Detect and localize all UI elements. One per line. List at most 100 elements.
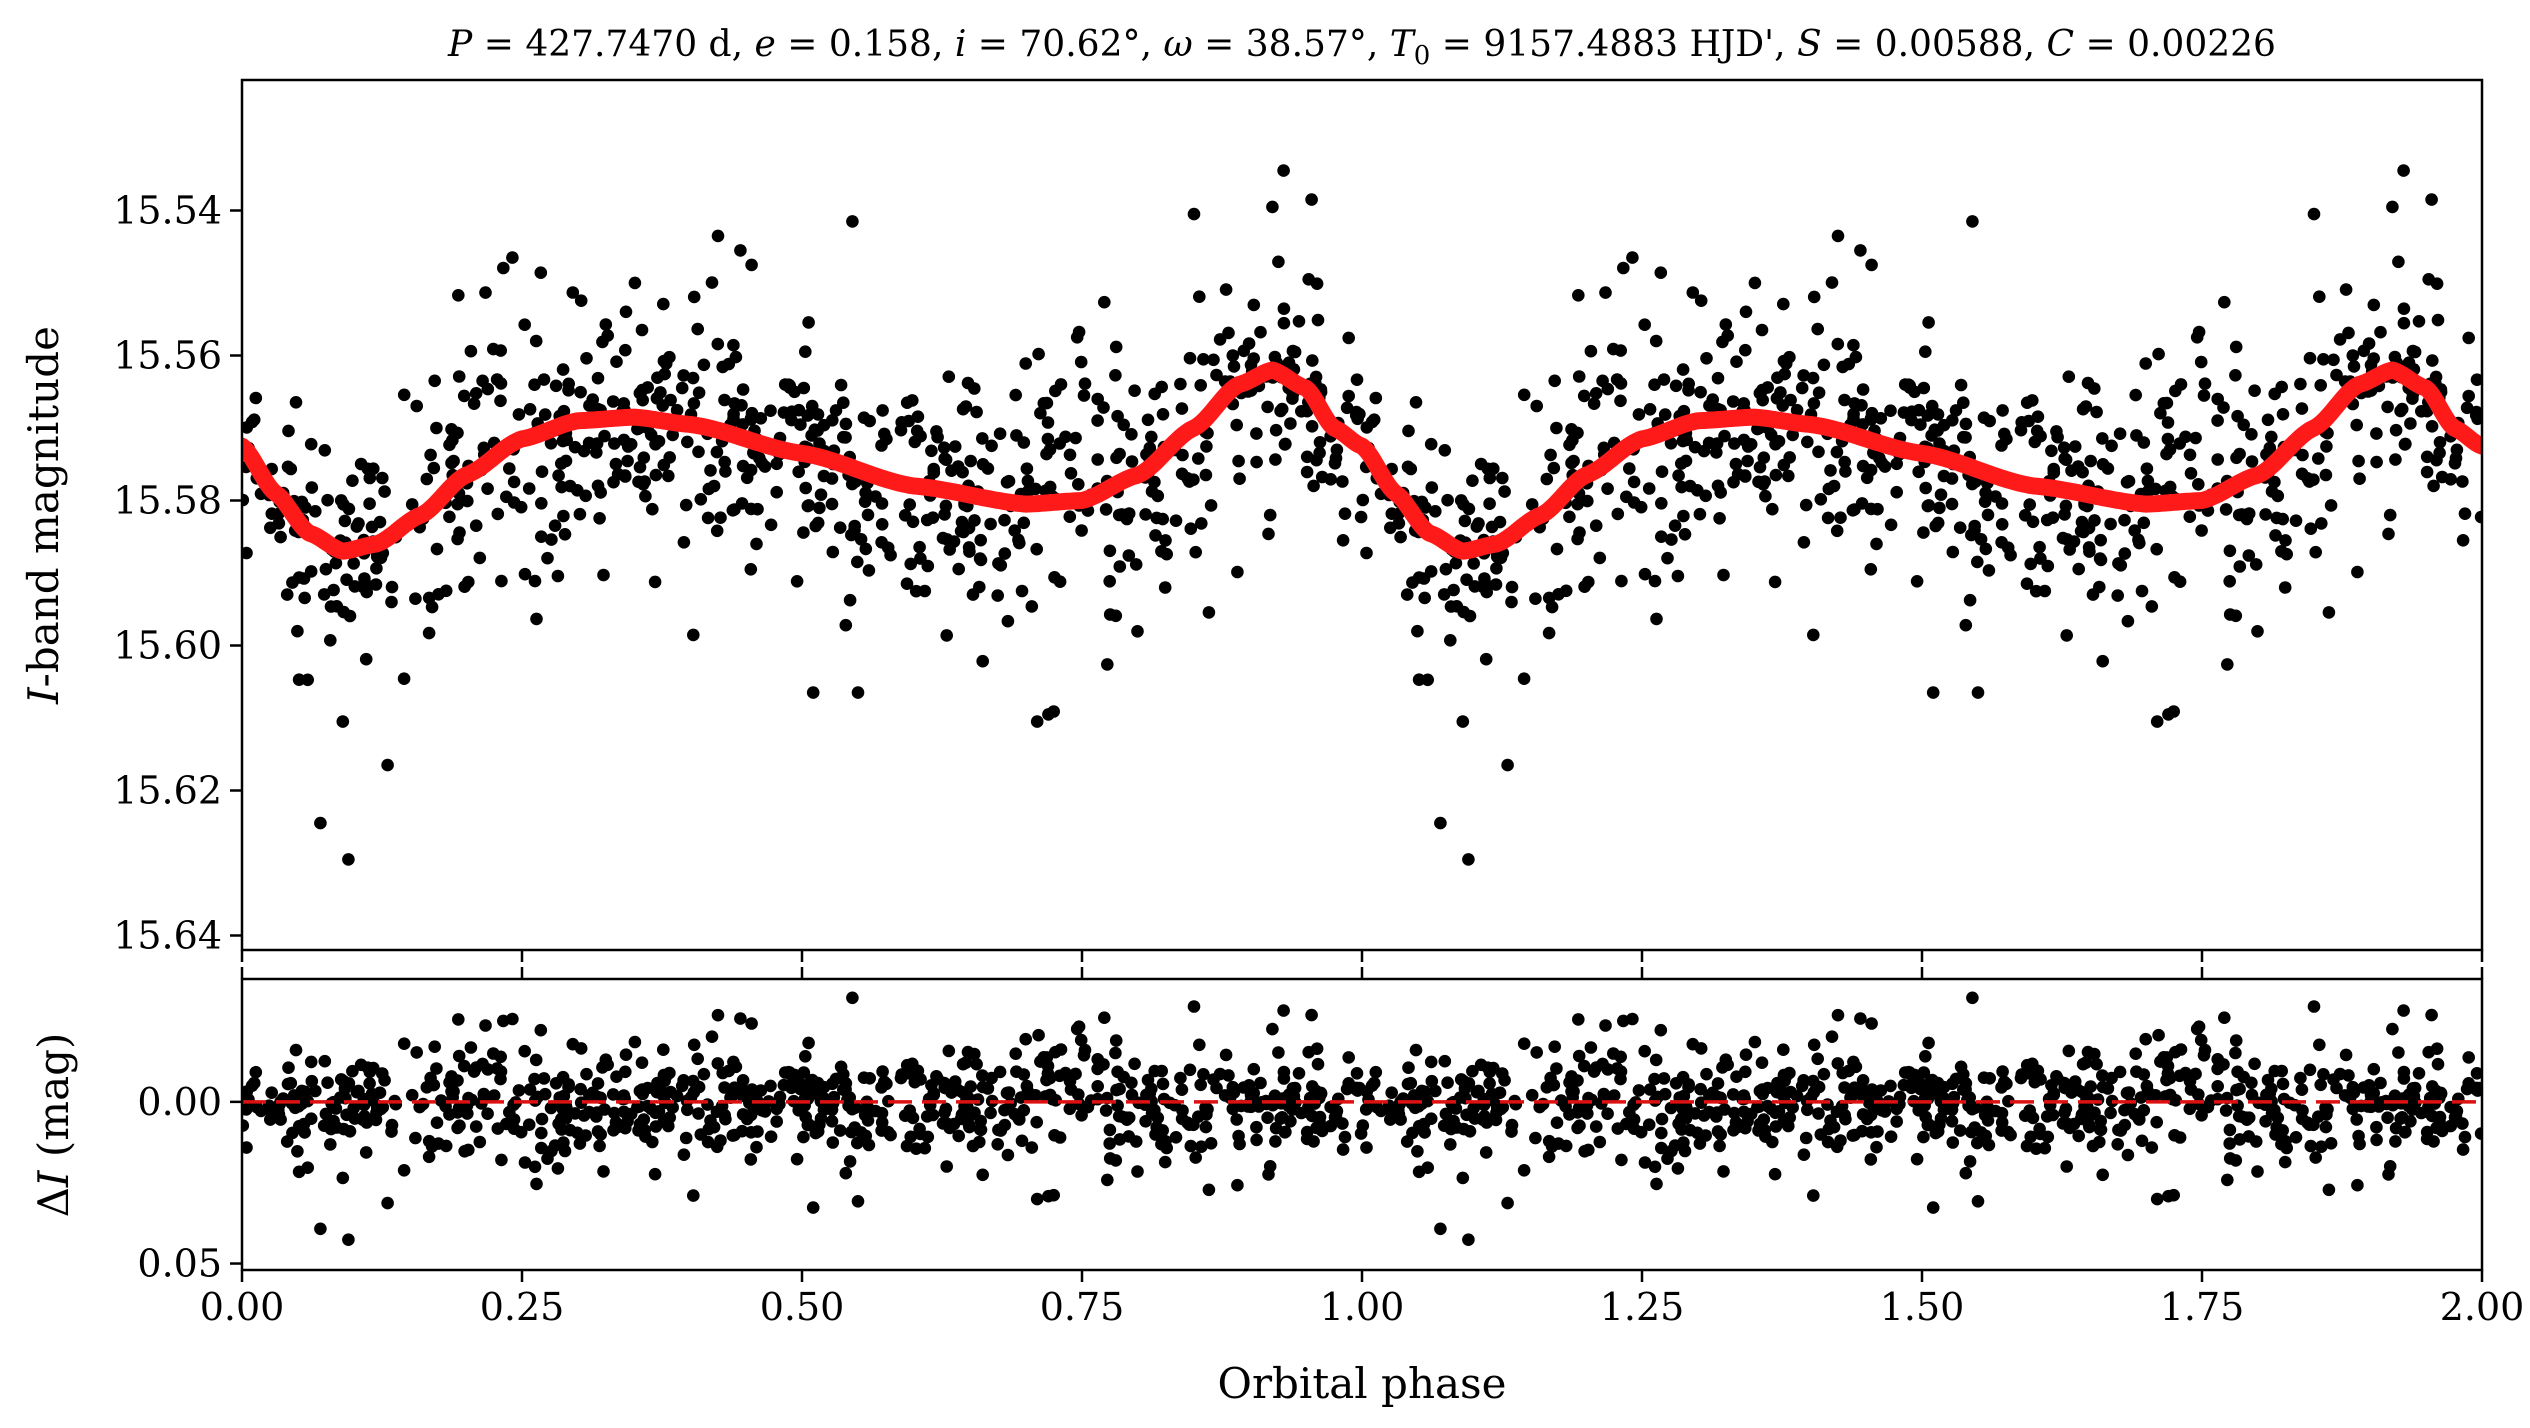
observation-point bbox=[518, 567, 532, 581]
x-tick-label: 0.00 bbox=[200, 1285, 285, 1329]
residual-point bbox=[495, 1153, 508, 1167]
residual-point bbox=[1607, 1089, 1621, 1102]
observation-point bbox=[940, 533, 954, 546]
observation-point bbox=[566, 286, 580, 299]
observation-point bbox=[1718, 429, 1731, 443]
residual-point bbox=[2397, 1072, 2411, 1085]
residual-point bbox=[597, 1165, 610, 1178]
observation-point bbox=[1480, 578, 1493, 592]
residual-point bbox=[494, 1065, 508, 1078]
residual-point bbox=[2237, 1070, 2250, 1084]
observation-point bbox=[1954, 378, 1968, 392]
residual-point bbox=[1501, 1196, 1514, 1210]
residual-point bbox=[1074, 1033, 1088, 1047]
residual-point bbox=[1846, 1129, 1860, 1142]
residual-point bbox=[518, 1044, 531, 1058]
observation-point bbox=[1400, 588, 1414, 601]
observation-point bbox=[1772, 435, 1786, 448]
observation-point bbox=[422, 626, 436, 640]
observation-point bbox=[593, 512, 606, 525]
residual-point bbox=[2233, 1082, 2246, 1096]
observation-point bbox=[397, 672, 411, 685]
residual-point bbox=[1934, 1112, 1948, 1125]
residual-point bbox=[1550, 1062, 1563, 1075]
observation-point bbox=[1937, 469, 1951, 483]
observation-point bbox=[1305, 420, 1319, 433]
observation-point bbox=[347, 557, 361, 570]
observation-point bbox=[452, 289, 465, 302]
observation-point bbox=[1192, 452, 1205, 465]
residual-point bbox=[960, 1093, 973, 1107]
residual-point bbox=[281, 1077, 295, 1091]
residual-point bbox=[385, 1125, 398, 1138]
residual-point bbox=[811, 1084, 824, 1097]
observation-point bbox=[2198, 377, 2212, 391]
residual-point bbox=[1437, 1119, 1451, 1132]
residual-point bbox=[1655, 1126, 1668, 1140]
observation-point bbox=[1979, 486, 1992, 500]
residual-point bbox=[1917, 1130, 1930, 1144]
observation-point bbox=[1156, 408, 1170, 421]
observation-point bbox=[1330, 443, 1344, 457]
x-axis-label: Orbital phase bbox=[1218, 1359, 1507, 1408]
residual-point bbox=[1042, 1189, 1055, 1203]
observation-point bbox=[691, 322, 704, 336]
observation-point bbox=[1418, 501, 1432, 514]
observation-point bbox=[2320, 440, 2333, 453]
residual-point bbox=[1614, 1050, 1627, 1064]
residual-point bbox=[1374, 1104, 1388, 1118]
observation-point bbox=[555, 480, 568, 494]
residual-point bbox=[535, 1141, 548, 1155]
residual-point bbox=[2211, 1080, 2224, 1093]
observation-point bbox=[1169, 514, 1183, 527]
observation-point bbox=[541, 551, 554, 565]
observation-point bbox=[528, 574, 542, 588]
observation-point bbox=[2197, 389, 2211, 402]
observation-point bbox=[1101, 658, 1114, 671]
residual-point bbox=[327, 1114, 340, 1128]
residual-point bbox=[1838, 1081, 1851, 1094]
residual-point bbox=[1971, 1136, 1984, 1150]
residual-point bbox=[265, 1086, 279, 1099]
residual-point bbox=[528, 1160, 542, 1174]
observation-point bbox=[1870, 537, 1883, 551]
residual-point bbox=[1015, 1134, 1029, 1148]
residual-point bbox=[677, 1148, 691, 1161]
residual-point bbox=[1310, 1042, 1324, 1055]
x-tick-label: 0.75 bbox=[1040, 1285, 1125, 1329]
observation-point bbox=[657, 297, 670, 311]
residual-point bbox=[1751, 1100, 1764, 1114]
residual-point bbox=[792, 1104, 805, 1117]
residual-point bbox=[666, 1101, 679, 1114]
residual-point bbox=[1091, 1080, 1104, 1093]
residual-point bbox=[1864, 1153, 1878, 1166]
residual-point bbox=[687, 1189, 700, 1202]
observation-point bbox=[1384, 521, 1397, 535]
residual-point bbox=[1261, 1111, 1274, 1124]
observation-point bbox=[1356, 493, 1370, 507]
residual-point bbox=[2079, 1056, 2093, 1069]
observation-point bbox=[764, 404, 777, 418]
observation-point bbox=[1200, 440, 1213, 453]
observation-point bbox=[1424, 565, 1438, 578]
observation-point bbox=[1122, 507, 1136, 520]
observation-point bbox=[991, 589, 1004, 602]
residual-point bbox=[981, 1082, 995, 1095]
residual-point bbox=[1338, 1130, 1352, 1144]
residual-point bbox=[1963, 1155, 1977, 1168]
observation-point bbox=[920, 513, 934, 527]
residual-point bbox=[783, 1067, 796, 1080]
observation-point bbox=[1250, 427, 1263, 440]
residual-point bbox=[562, 1078, 575, 1091]
residual-point bbox=[913, 1122, 926, 1136]
residual-point bbox=[617, 1089, 631, 1102]
residual-point bbox=[1039, 1090, 1052, 1103]
residual-point bbox=[1664, 1101, 1678, 1115]
observation-point bbox=[1305, 193, 1318, 206]
observation-point bbox=[707, 479, 721, 493]
observation-point bbox=[1286, 392, 1299, 405]
observation-point bbox=[481, 382, 495, 396]
observation-point bbox=[385, 580, 399, 594]
residual-point bbox=[2150, 1192, 2164, 1206]
residual-point bbox=[728, 1081, 741, 1094]
